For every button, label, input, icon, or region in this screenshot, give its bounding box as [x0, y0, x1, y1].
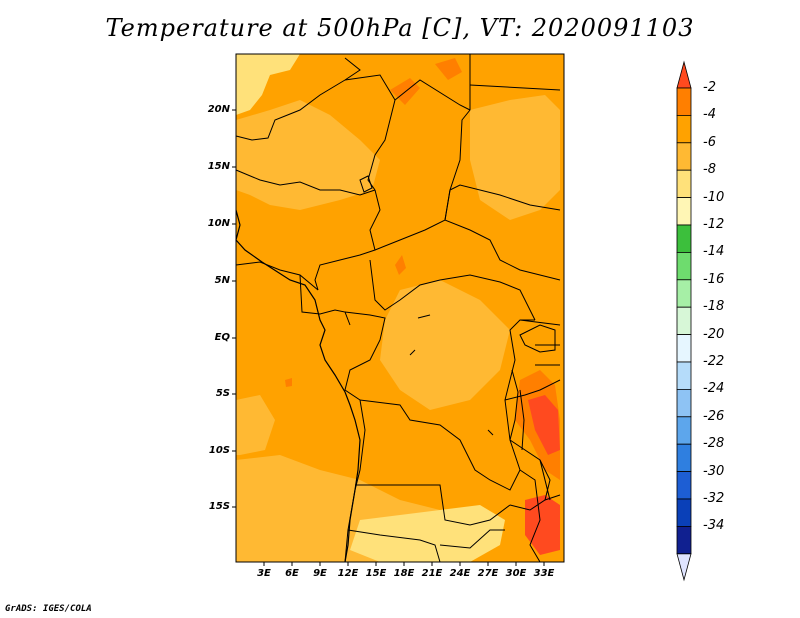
cool-patch-southwest	[236, 395, 275, 455]
lon-label: 3E	[257, 568, 271, 579]
colorbar-swatch	[676, 142, 692, 171]
lat-label: 10N	[207, 218, 230, 229]
lon-label: 9E	[313, 568, 327, 579]
hot-patch-east	[528, 395, 560, 455]
lakes	[359, 175, 556, 501]
lat-label: 15N	[207, 161, 230, 172]
colorbar-swatch	[676, 416, 692, 445]
colorbar-tick-label: -20	[703, 326, 725, 342]
colorbar-swatch	[676, 279, 692, 308]
map-title: Temperature at 500hPa [C], VT: 202009110…	[105, 14, 695, 42]
lat-label: 15S	[208, 501, 230, 512]
temperature-field	[236, 54, 564, 562]
lon-label: 15E	[365, 568, 387, 579]
colorbar-tick-label: -8	[703, 162, 716, 178]
lon-label: 24E	[449, 568, 471, 579]
colorbar-swatch	[676, 115, 692, 144]
coastline	[235, 209, 361, 563]
footer-credit: GrADS: IGES/COLA	[5, 604, 92, 614]
colorbar-swatch	[676, 224, 692, 253]
colorbar	[676, 60, 692, 582]
warm-patch-northeast	[435, 58, 462, 80]
lon-label: 21E	[421, 568, 443, 579]
colorbar-tick-label: -10	[703, 189, 725, 205]
colorbar-tick-label: -28	[703, 436, 725, 452]
lon-label: 12E	[337, 568, 359, 579]
warm-patch-center	[395, 255, 406, 275]
colorbar-tick-label: -2	[703, 80, 716, 95]
colorbar-tick-label: -32	[703, 491, 725, 506]
lon-label: 30E	[505, 568, 527, 579]
lat-label: 10S	[208, 445, 230, 456]
colorbar-tick-label: -14	[703, 244, 725, 260]
colorbar-tick-label: -24	[703, 381, 725, 397]
colorbar-swatch	[676, 361, 692, 390]
colorbar-swatch	[676, 169, 692, 198]
hot-patch-southeast	[525, 495, 560, 555]
cooler-patch-north	[236, 54, 300, 115]
lat-label: 20N	[207, 104, 230, 115]
colorbar-swatch	[676, 87, 692, 116]
lon-label: 27E	[477, 568, 499, 579]
colorbar-swatch	[676, 498, 692, 527]
country-borders	[235, 54, 561, 563]
colorbar-swatch	[676, 251, 692, 281]
colorbar-swatch	[676, 443, 692, 473]
colorbar-tick-label: -4	[703, 107, 716, 123]
colorbar-swatch	[676, 197, 692, 226]
colorbar-swatch	[676, 306, 692, 336]
lon-label: 6E	[285, 568, 299, 579]
colorbar-tick-label: -26	[703, 408, 725, 424]
colorbar-tick-label: -18	[703, 299, 725, 315]
map-frame	[235, 53, 565, 563]
colorbar-tick-label: -16	[703, 271, 725, 287]
axis-ticks	[232, 109, 545, 566]
colorbar-swatch	[676, 388, 692, 418]
warm-patch-west	[285, 378, 292, 387]
colorbar-tick-label: -12	[703, 217, 725, 232]
colorbar-tick-label: -30	[703, 463, 725, 479]
cool-patch-east	[470, 95, 560, 220]
lat-label: 5N	[214, 275, 230, 286]
lat-label: 5S	[215, 388, 230, 399]
cool-patch-center	[380, 280, 510, 410]
colorbar-swatch	[676, 526, 692, 555]
colorbar-tick-label: -22	[703, 354, 725, 369]
colorbar-bottom-arrow	[676, 553, 692, 582]
lon-label: 33E	[533, 568, 555, 579]
colorbar-top-arrow	[676, 60, 692, 89]
colorbar-swatch	[676, 471, 692, 500]
colorbar-swatch	[676, 334, 692, 363]
lon-label: 18E	[393, 568, 415, 579]
colorbar-tick-label: -6	[703, 134, 716, 150]
colorbar-tick-label: -34	[703, 518, 725, 534]
lat-label: EQ	[214, 332, 230, 343]
